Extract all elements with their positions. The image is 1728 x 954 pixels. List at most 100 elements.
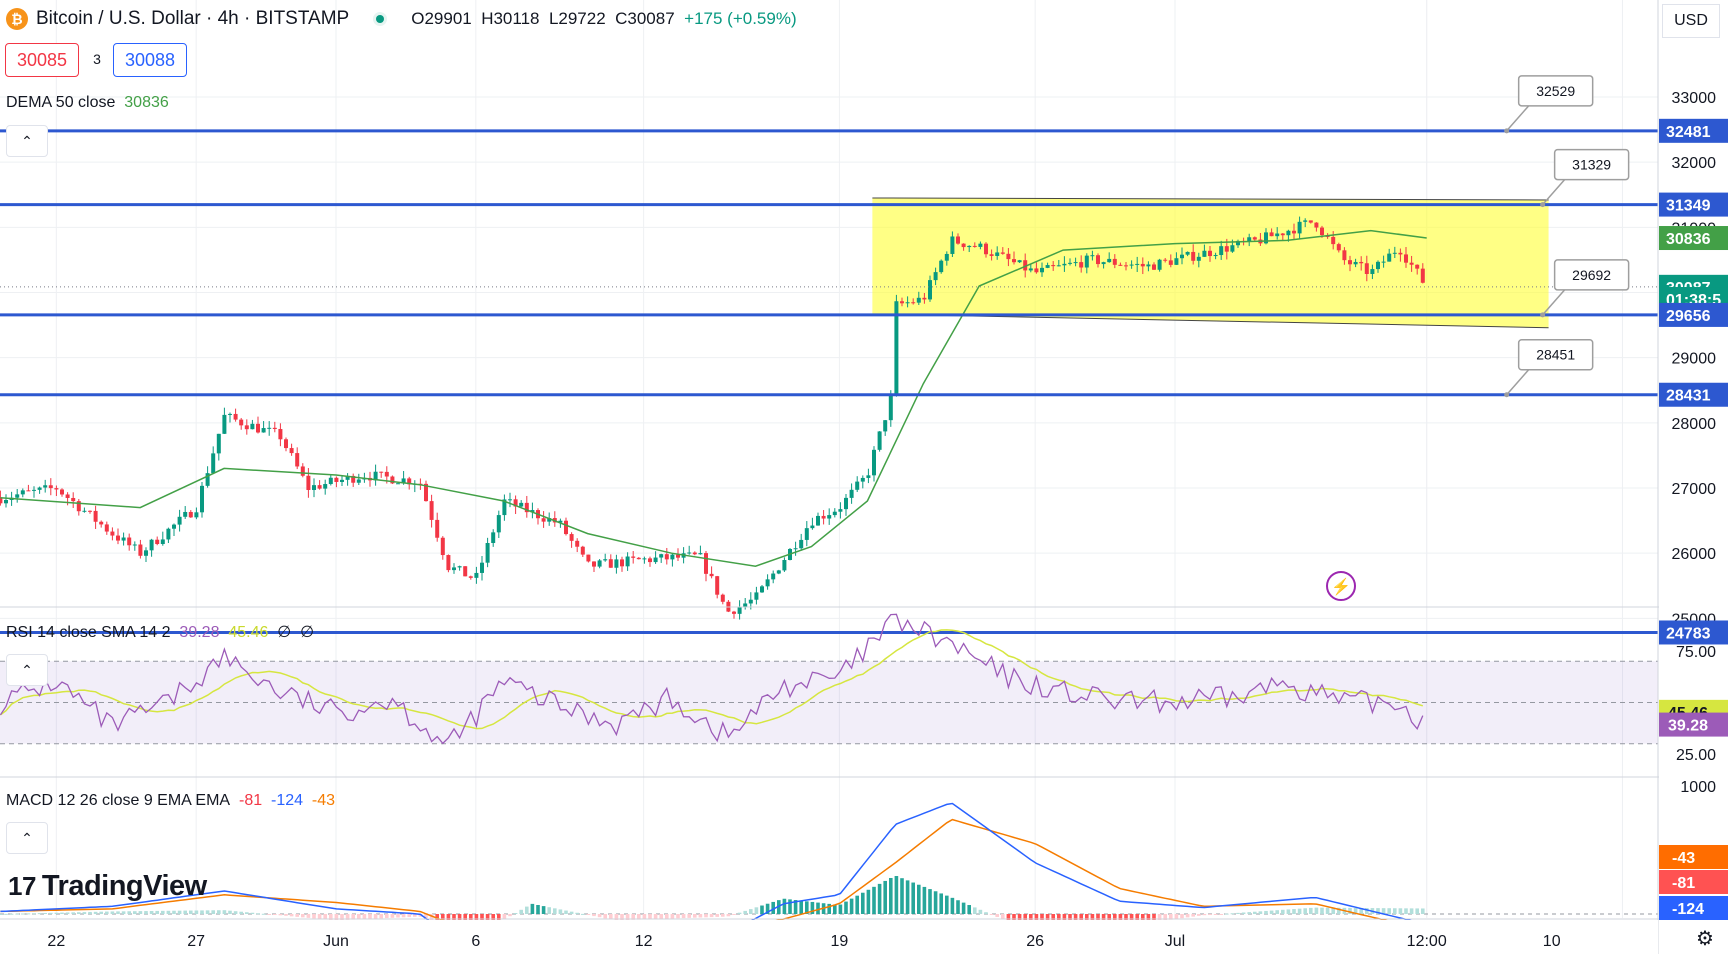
dema-legend[interactable]: DEMA 50 close 30836 [6,94,169,112]
macd-axis-badge: -43 [1659,845,1728,869]
collapse-macd-button[interactable]: ⌃ [6,822,48,854]
candle-body [1398,252,1403,255]
chevron-up-icon: ⌃ [21,661,33,678]
price-axis[interactable]: 3300032000310003000029000280002700026000… [1659,0,1728,954]
candle-body [401,478,406,484]
candle-body [631,556,636,558]
candle-body [597,560,602,567]
candle-body [664,554,669,560]
currency-button[interactable]: USD [1662,4,1720,38]
macd-histogram-bar [547,907,551,914]
candle-body [116,535,120,541]
collapse-legend-button[interactable]: ⌃ [6,125,48,157]
macd-histogram-bar [597,914,602,918]
price-callouts[interactable]: 32529 31329 29692 28451 [1504,75,1630,398]
buy-button[interactable]: 30088 [113,43,187,77]
candle-body [379,471,384,473]
rsi-legend[interactable]: RSI 14 close SMA 14 2 39.28 45.46 ∅ ∅ [6,622,314,642]
macd-histogram-bar [558,909,563,914]
macd-histogram-bar [1202,914,1207,916]
lightning-icon[interactable]: ⚡ [1326,571,1356,601]
horizontal-levels[interactable] [0,129,1658,634]
candle-body [860,477,865,482]
candle-body [138,544,143,556]
candle-body [692,552,697,555]
candle-body [1392,252,1397,254]
macd-histogram-bar [889,877,893,914]
macd-histogram-bar [665,914,669,919]
macd-histogram-bar [1325,907,1330,914]
candle-body [26,490,31,492]
candle-body [961,243,966,248]
candle-body [306,475,311,491]
macd-histogram-bar [1191,914,1195,917]
sell-button[interactable]: 30085 [5,43,79,77]
macd-histogram-bar [715,914,719,917]
macd-legend[interactable]: MACD 12 26 close 9 EMA EMA -81 -124 -43 [6,792,335,810]
macd-histogram-bar [648,914,652,920]
candle-body [855,481,860,490]
ohlc-low: L29722 [548,9,606,28]
time-tick-label: 12:00 [1407,933,1447,950]
macd-histogram-bar [116,911,120,914]
candle-body [1275,233,1280,237]
candle-body [1073,262,1078,264]
price-axis-badge: 24783 [1659,620,1728,645]
price-badge-label: 30836 [1666,231,1711,248]
chevron-up-icon: ⌃ [21,132,33,149]
macd-histogram-bar [592,914,596,917]
candle-body [575,540,580,547]
macd-histogram-bar [810,901,815,914]
candle-body [1213,255,1218,257]
candle-body [1118,264,1123,266]
price-tick-label: 27000 [1672,481,1717,498]
ohlc-change: +175 (+0.59%) [684,9,797,28]
settings-icon[interactable]: ⚙ [1696,928,1714,950]
macd-histogram-bar [99,911,103,914]
macd-histogram-bar [1180,914,1184,919]
dema-value: 30836 [124,94,169,111]
candle-body [827,515,832,519]
macd-badge-bg [1659,845,1728,869]
candle-body [188,511,193,518]
trend-channel[interactable] [872,197,1549,329]
macd-histogram-bar [368,914,372,919]
candle-body [1090,255,1095,257]
candle-body [799,539,804,549]
candle-body [737,606,742,614]
candle-body [155,539,160,545]
macd-histogram-bar [155,910,159,914]
candle-body [911,302,916,304]
dema-line [0,229,1658,567]
collapse-rsi-button[interactable]: ⌃ [6,654,48,686]
candle-body [1415,264,1420,269]
macd-histogram-bar [233,911,238,914]
macd-histogram-bar [278,914,283,916]
candle-body [614,559,619,568]
time-tick-label: 19 [831,933,849,950]
candle-body [144,550,148,556]
ohlc-values: O29901 H30118 L29722 C30087 +175 (+0.59%… [411,9,796,29]
macd-histogram-bar [866,889,871,914]
macd-histogram-bar [284,914,288,916]
macd-histogram-bar [1174,914,1179,919]
macd-histogram-bar [390,914,395,918]
market-status-icon[interactable] [373,12,388,26]
macd-histogram-bar [989,914,994,915]
candle-body [1157,259,1162,270]
candle-body [603,559,608,561]
candle-body [1152,264,1156,270]
price-badge-bg [1659,226,1728,251]
candle-body [844,497,848,510]
tradingview-logo[interactable]: 17 TradingView [8,870,207,903]
macd-histogram-bar [883,880,887,914]
candle-body [608,559,613,568]
callout-anchor [1504,128,1510,134]
macd-histogram-bar [1124,914,1128,926]
macd-histogram-bar [581,913,585,915]
symbol-title[interactable]: Bitcoin / U.S. Dollar · 4h · BITSTAMP [36,8,350,29]
macd-histogram-bar [228,910,232,914]
